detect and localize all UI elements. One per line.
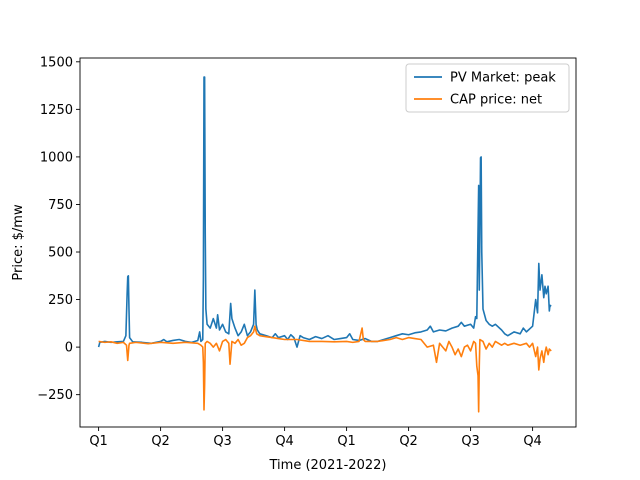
y-tick-label: 750 xyxy=(48,198,73,213)
y-tick-label: −250 xyxy=(37,388,73,403)
x-tick-label: Q2 xyxy=(151,434,170,449)
legend: PV Market: peak CAP price: net xyxy=(405,63,570,113)
x-tick-label: Q4 xyxy=(523,434,542,449)
x-tick-label: Q1 xyxy=(89,434,108,449)
axes-frame xyxy=(79,57,577,428)
legend-box xyxy=(405,63,570,113)
x-axis-label: Time (2021-2022) xyxy=(269,458,387,473)
series-layer xyxy=(97,76,552,413)
x-tick-label: Q4 xyxy=(275,434,294,449)
legend-label-2: CAP price: net xyxy=(450,93,542,108)
y-tick-label: 1250 xyxy=(40,103,73,118)
series-line-2 xyxy=(98,325,552,413)
series-line-1 xyxy=(97,76,552,348)
y-tick-label: 1500 xyxy=(40,55,73,70)
x-tick-label: Q3 xyxy=(461,434,480,449)
legend-label-1: PV Market: peak xyxy=(450,71,556,86)
x-tick-label: Q2 xyxy=(399,434,418,449)
axes-layer: Q1 Q2 Q3 Q4 Q1 Q2 Q3 Q4 −250 0 250 500 750 1000 1250 15… xyxy=(37,55,577,449)
x-tick-label: Q3 xyxy=(213,434,232,449)
y-tick-label: 1000 xyxy=(40,150,73,165)
y-tick-label: 0 xyxy=(65,341,73,356)
y-tick-label: 500 xyxy=(48,246,73,261)
x-tick-label: Q1 xyxy=(337,434,356,449)
y-tick-label: 250 xyxy=(48,293,73,308)
y-axis-label: Price: $/mw xyxy=(11,204,26,281)
